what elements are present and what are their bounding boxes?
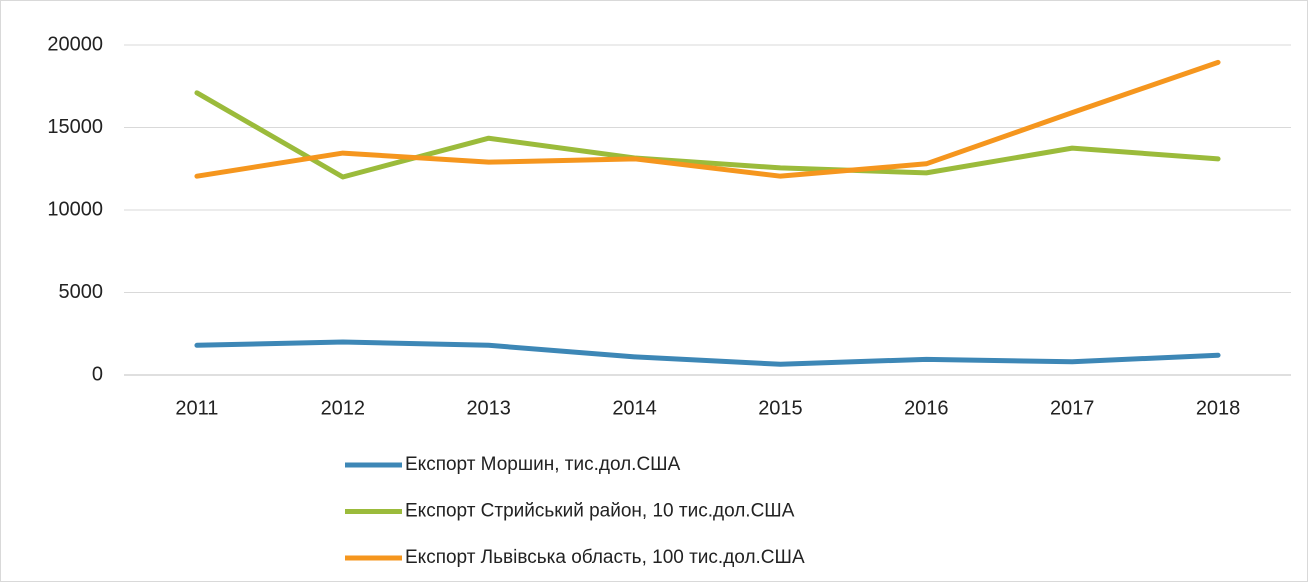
y-tick-label: 0 (92, 363, 103, 385)
x-tick-label: 2011 (175, 397, 218, 419)
series-line (194, 339, 1221, 367)
y-tick-label: 5000 (59, 281, 104, 303)
series-line (194, 90, 1221, 180)
legend-label: Експорт Моршин, тис.дол.США (405, 454, 681, 475)
legend-label: Експорт Стрийський район, 10 тис.дол.США (405, 501, 795, 522)
x-tick-label: 2018 (1196, 397, 1241, 419)
x-tick-label: 2017 (1050, 397, 1095, 419)
y-tick-label: 15000 (47, 116, 103, 138)
y-tick-label: 20000 (47, 33, 103, 55)
series-line (194, 59, 1221, 179)
x-tick-label: 2012 (321, 397, 366, 419)
x-tick-label: 2015 (758, 397, 803, 419)
x-tick-label: 2013 (466, 397, 511, 419)
x-tick-label: 2014 (612, 397, 657, 419)
legend-label: Експорт Львівська область, 100 тис.дол.С… (405, 547, 805, 568)
x-tick-label: 2016 (904, 397, 949, 419)
y-tick-label: 10000 (47, 198, 103, 220)
